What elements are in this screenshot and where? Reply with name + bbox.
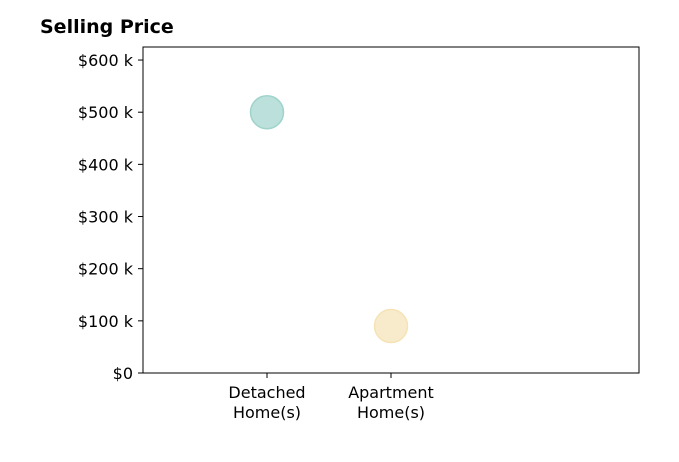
y-tick-label: $400 k — [78, 155, 134, 174]
data-point — [249, 94, 285, 130]
chart-title: Selling Price — [40, 16, 174, 38]
y-tick-label: $600 k — [78, 51, 134, 70]
x-tick-label-line: Detached — [228, 383, 305, 402]
data-points — [249, 94, 409, 344]
x-tick-label-line: Home(s) — [357, 403, 425, 422]
y-tick-label: $500 k — [78, 103, 134, 122]
y-tick-label: $300 k — [78, 208, 134, 227]
x-tick-label: Apartment Home(s) — [348, 383, 434, 422]
x-tick-label-line: Apartment — [348, 383, 434, 402]
y-tick-label: $0 — [113, 364, 133, 383]
y-tick-label: $100 k — [78, 312, 134, 331]
x-tick-label-line: Home(s) — [233, 403, 301, 422]
x-tick-label: Detached Home(s) — [228, 383, 305, 422]
x-axis: Detached Home(s)Apartment Home(s) — [228, 373, 434, 422]
y-axis: $0 $100 k $200 k $300 k $400 k $500 k $600 k — [78, 51, 143, 383]
data-point — [373, 308, 409, 344]
y-tick-label: $200 k — [78, 260, 134, 279]
